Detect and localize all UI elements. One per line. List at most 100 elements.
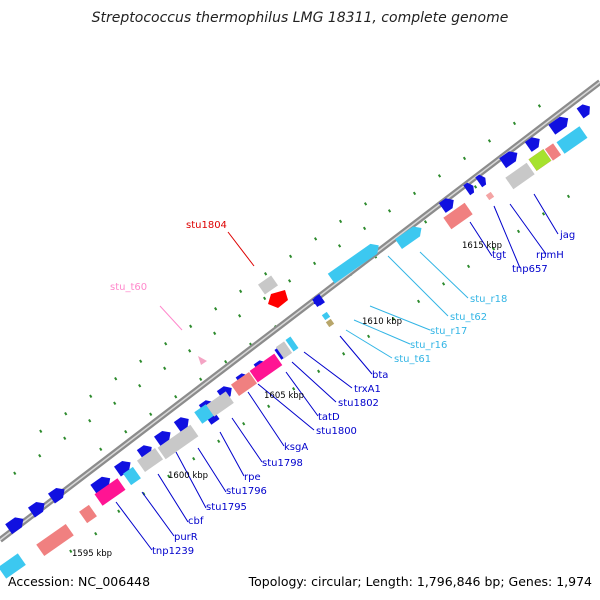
gene-feature-small bbox=[325, 318, 335, 328]
gene-label-bta: bta bbox=[372, 370, 388, 381]
scale-tick-mid bbox=[224, 360, 228, 364]
scale-tick-inner bbox=[541, 212, 546, 216]
scale-tick-outer bbox=[238, 314, 242, 318]
label-leader-line bbox=[115, 501, 153, 551]
gene-label-trxa1: trxA1 bbox=[354, 384, 381, 395]
trna-mark bbox=[198, 356, 207, 365]
label-leader-line bbox=[339, 335, 373, 375]
gene-label-stu1802: stu1802 bbox=[338, 398, 379, 409]
scale-tick-inner bbox=[391, 317, 396, 321]
gene-feature bbox=[275, 341, 293, 359]
scale-tick-outer bbox=[387, 209, 392, 213]
label-leader-line bbox=[231, 417, 263, 463]
gene-label-stu-r17: stu_r17 bbox=[430, 326, 467, 337]
scale-tick-inner bbox=[466, 264, 471, 269]
scale-tick-inner bbox=[167, 474, 171, 479]
gene-arrow bbox=[463, 182, 475, 196]
label-leader-line bbox=[257, 383, 315, 431]
gene-label-ksga: ksgA bbox=[284, 442, 308, 453]
label-leader-line bbox=[197, 447, 227, 493]
scale-label: 1615 kbp bbox=[462, 241, 502, 251]
scale-tick-outer bbox=[114, 377, 118, 381]
scale-tick-outer bbox=[13, 471, 17, 476]
scale-tick-inner bbox=[491, 247, 496, 251]
scale-tick-mid bbox=[149, 412, 153, 417]
gene-label-tgt: tgt bbox=[492, 250, 506, 261]
gene-arrow-small bbox=[313, 294, 325, 306]
gene-feature-small bbox=[485, 191, 495, 201]
label-leader-line bbox=[227, 231, 255, 267]
gene-label-stu1798: stu1798 bbox=[262, 458, 303, 469]
scale-tick-inner bbox=[292, 387, 296, 391]
scale-tick-mid bbox=[473, 185, 478, 189]
scale-tick-mid bbox=[423, 220, 428, 224]
gene-feature bbox=[528, 149, 552, 171]
label-leader-line bbox=[353, 319, 411, 345]
scale-tick-outer bbox=[312, 261, 317, 266]
gene-label-stu-r18: stu_r18 bbox=[470, 294, 507, 305]
gene-feature bbox=[249, 353, 283, 383]
gene-arrow bbox=[475, 174, 487, 188]
gene-label-stu1796: stu1796 bbox=[226, 486, 267, 497]
gene-label-stu-t60: stu_t60 bbox=[110, 282, 147, 293]
gene-label-rpmh: rpmH bbox=[536, 250, 564, 261]
gene-feature bbox=[206, 391, 234, 417]
label-leader-line bbox=[159, 305, 183, 331]
label-leader-line bbox=[219, 431, 245, 477]
scale-tick-outer bbox=[88, 419, 92, 423]
scale-tick-inner bbox=[441, 282, 446, 286]
scale-tick-outer bbox=[213, 331, 217, 336]
map-title: Streptococcus thermophilus LMG 18311, co… bbox=[91, 10, 509, 26]
scale-tick-outer bbox=[313, 237, 318, 241]
gene-feature bbox=[36, 523, 74, 557]
scale-tick-outer bbox=[412, 191, 417, 196]
scale-tick-mid bbox=[174, 395, 178, 399]
gene-arrow bbox=[48, 487, 65, 504]
scale-tick-outer bbox=[264, 272, 268, 276]
scale-tick-inner bbox=[516, 229, 521, 234]
scale-label: 1605 kbp bbox=[264, 391, 304, 401]
scale-tick-outer bbox=[64, 411, 68, 416]
scale-tick-inner bbox=[342, 352, 346, 356]
label-leader-line bbox=[533, 193, 559, 235]
gene-label-jag: jag bbox=[559, 230, 575, 241]
pseudogene-box bbox=[258, 275, 278, 295]
scale-tick-inner bbox=[416, 299, 421, 304]
scale-tick-mid bbox=[124, 429, 128, 434]
scale-tick-outer bbox=[63, 436, 67, 441]
gene-label-purr: purR bbox=[174, 532, 198, 543]
gene-label-stu-t61: stu_t61 bbox=[394, 354, 431, 365]
gene-feature bbox=[544, 143, 562, 161]
label-leader-line bbox=[509, 203, 547, 255]
scale-tick-inner bbox=[267, 404, 271, 409]
scale-tick-outer bbox=[512, 121, 517, 126]
label-leader-line bbox=[141, 491, 175, 537]
gene-label-stu-r16: stu_r16 bbox=[410, 340, 447, 351]
gene-label-tatd: tatD bbox=[318, 412, 340, 423]
label-leader-line bbox=[493, 205, 521, 269]
scale-tick-outer bbox=[537, 104, 542, 108]
gene-feature bbox=[123, 466, 141, 486]
accession-label: Accession: NC_006448 bbox=[8, 574, 151, 589]
label-leader-line bbox=[291, 361, 337, 403]
scale-tick-outer bbox=[262, 296, 267, 301]
label-leader-line bbox=[419, 251, 469, 299]
gene-feature bbox=[79, 504, 97, 524]
scale-tick-outer bbox=[188, 349, 192, 353]
label-leader-line bbox=[157, 473, 189, 523]
label-leader-line bbox=[387, 255, 449, 317]
scale-tick-mid bbox=[199, 377, 203, 382]
scale-tick-outer bbox=[437, 174, 442, 178]
gene-label-stu1804: stu1804 bbox=[186, 220, 227, 231]
gene-feature bbox=[194, 404, 214, 424]
scale-tick-outer bbox=[164, 342, 168, 346]
scale-tick-mid bbox=[99, 447, 103, 452]
scale-label: 1610 kbp bbox=[362, 317, 402, 327]
scale-tick-outer bbox=[214, 307, 218, 311]
gene-feature bbox=[157, 424, 199, 460]
scale-tick-outer bbox=[338, 219, 343, 224]
scale-label: 1600 kbp bbox=[168, 471, 208, 481]
pseudogene-red bbox=[268, 290, 288, 308]
gene-feature bbox=[94, 478, 126, 506]
